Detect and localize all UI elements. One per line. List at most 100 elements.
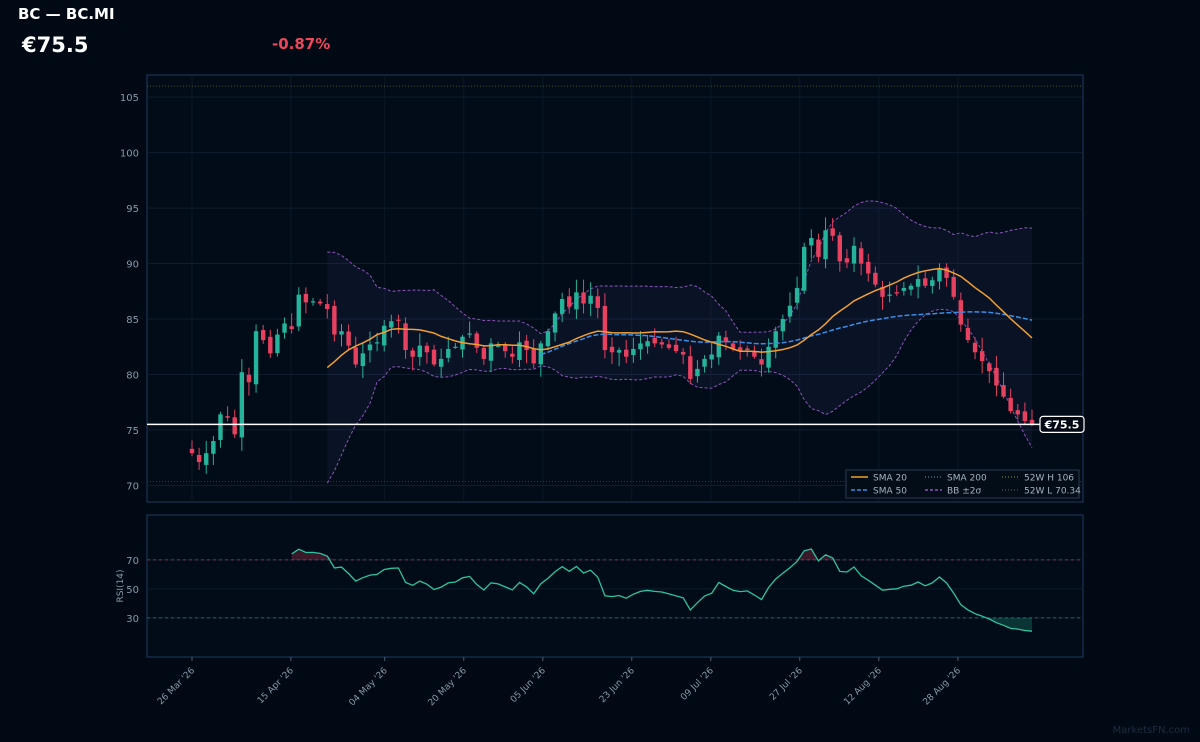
candle-body — [360, 353, 366, 367]
candle — [332, 300, 337, 342]
candle-body — [844, 258, 850, 263]
candle — [239, 359, 245, 451]
candle-body — [552, 313, 558, 333]
candle — [581, 279, 586, 314]
x-tick-label: 15 Apr '26 — [256, 666, 296, 706]
candle-body — [809, 238, 814, 246]
watermark: MarketsFN.com — [1112, 725, 1190, 736]
candle — [624, 340, 629, 364]
sma50-line — [540, 311, 1033, 356]
rsi-oversold-fill — [1010, 617, 1018, 630]
candle-body — [1022, 411, 1028, 422]
x-tick-label: 04 May '26 — [348, 666, 390, 708]
candle-body — [930, 280, 935, 286]
candle — [979, 337, 985, 374]
candle-body — [887, 294, 892, 296]
candle-body — [730, 343, 736, 349]
legend-label: 52W L 70.34 — [1024, 487, 1081, 497]
candle — [574, 279, 579, 320]
rsi-tick-label: 50 — [126, 585, 139, 596]
candle — [673, 336, 679, 354]
x-tick-label: 05 Jun '26 — [509, 666, 548, 705]
x-tick-label: 26 Mar '26 — [156, 666, 197, 707]
candle-body — [524, 340, 529, 351]
legend-label: SMA 200 — [947, 474, 987, 484]
candle — [246, 367, 252, 396]
candle-body — [189, 448, 195, 454]
candle — [1015, 404, 1020, 420]
bollinger-upper — [327, 200, 1033, 335]
candle — [446, 336, 451, 363]
candle — [688, 345, 693, 385]
candle — [780, 314, 786, 341]
candle — [965, 318, 971, 343]
candle-body — [595, 296, 600, 308]
y-tick-label: 75 — [126, 426, 139, 437]
candle-body — [695, 368, 700, 377]
candle — [972, 337, 978, 360]
candle-body — [794, 287, 800, 303]
candle — [616, 347, 622, 367]
candle — [837, 231, 843, 272]
x-tick-label: 28 Aug '26 — [922, 666, 964, 708]
candle — [823, 217, 828, 269]
candle-body — [624, 349, 629, 357]
candle-body — [325, 304, 330, 310]
candle-body — [310, 301, 316, 303]
candle-body — [880, 287, 885, 297]
candle-body — [260, 330, 266, 341]
candle — [567, 288, 572, 314]
candle — [296, 287, 301, 331]
candle-body — [780, 319, 786, 332]
candle-body — [510, 353, 515, 357]
candle-body — [396, 319, 401, 321]
candle-body — [289, 326, 294, 329]
rsi-panel-frame — [146, 514, 1084, 658]
candle-body — [559, 299, 565, 314]
candle-body — [894, 292, 899, 294]
candle — [680, 347, 686, 365]
candle-body — [1008, 397, 1013, 412]
candle-body — [339, 331, 344, 335]
candle — [737, 340, 743, 360]
candle-body — [951, 276, 956, 297]
candle — [937, 263, 942, 290]
candle-body — [431, 349, 437, 365]
candle-body — [424, 345, 430, 353]
legend-label: SMA 20 — [873, 474, 907, 484]
x-tick-label: 27 Jul '26 — [768, 666, 805, 703]
candle-body — [531, 348, 536, 364]
y-tick-label: 85 — [126, 315, 139, 326]
candle-body — [204, 453, 209, 465]
candle-body — [367, 344, 373, 351]
candle-body — [923, 278, 928, 286]
candle-body — [225, 416, 230, 418]
candle — [524, 334, 529, 364]
candle — [374, 332, 380, 352]
candle-body — [218, 414, 223, 440]
candle — [901, 282, 907, 296]
candle-body — [296, 294, 301, 327]
rsi-overbought-fill — [832, 557, 840, 560]
candle-body — [517, 342, 522, 360]
candle-body — [1029, 419, 1035, 425]
candle-body — [246, 374, 252, 383]
candle-body — [965, 327, 971, 341]
rsi-oversold-fill — [1017, 617, 1025, 631]
last-price-tag — [1039, 415, 1085, 433]
candle-body — [503, 344, 508, 352]
candle-body — [481, 347, 487, 359]
candle-body — [609, 346, 615, 353]
candle-body — [332, 305, 337, 335]
candle-body — [467, 333, 472, 335]
candle-body — [688, 356, 693, 379]
x-tick-label: 12 Aug '26 — [842, 666, 884, 708]
candle-body — [823, 230, 828, 260]
candle — [396, 314, 401, 334]
candle — [773, 326, 778, 359]
x-tick-label: 09 Jul '26 — [679, 666, 716, 703]
rsi-overbought-fill — [291, 549, 299, 560]
candle-body — [631, 348, 636, 356]
candle — [609, 337, 615, 365]
